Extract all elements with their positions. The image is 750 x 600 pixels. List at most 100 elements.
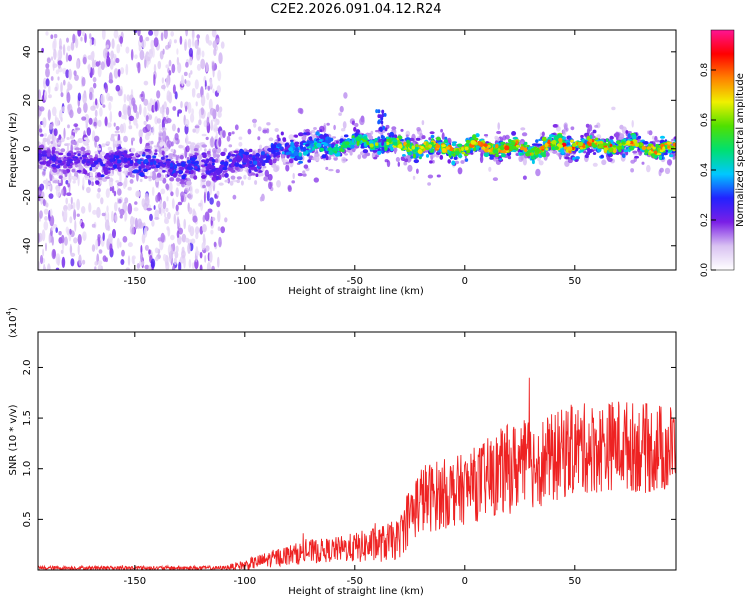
spectrogram-noise-cell — [46, 57, 51, 64]
spectrogram-noise-cell — [215, 131, 218, 140]
spectrogram-ridge-cell — [323, 143, 328, 146]
spectrogram-halo-cell — [395, 157, 400, 162]
spectrogram-halo-cell — [135, 190, 141, 198]
spectrogram-halo-cell — [335, 169, 340, 174]
spectrogram-ridge-cell — [644, 152, 648, 155]
spectrogram-ridge-cell — [162, 169, 166, 173]
spectrogram-noise-cell — [109, 57, 114, 70]
spectrogram-halo-cell — [338, 112, 342, 116]
spectrogram-noise-cell — [153, 205, 156, 210]
spectrogram-halo-cell — [266, 122, 271, 126]
spectrogram-noise-cell — [107, 146, 113, 151]
spectrogram-ridge-cell — [85, 152, 91, 156]
spectrogram-ridge-cell — [279, 146, 283, 150]
spectrogram-noise-cell — [201, 50, 205, 58]
spectrogram-ridge-cell — [328, 143, 332, 148]
spectrogram-ridge-cell — [402, 154, 406, 157]
spectrogram-x-tick-label: -100 — [233, 276, 256, 287]
spectrogram-ridge-cell — [41, 156, 47, 162]
spectrogram-halo-cell — [198, 202, 202, 207]
spectrogram-halo-cell — [570, 126, 575, 131]
spectrogram-noise-cell — [176, 48, 179, 55]
spectrogram-noise-cell — [171, 123, 176, 132]
spectrogram-ridge-cell — [236, 179, 240, 184]
spectrogram-noise-cell — [127, 105, 131, 117]
spectrogram-ridge-cell — [175, 170, 179, 174]
spectrogram-noise-cell — [145, 36, 150, 42]
spectrogram-noise-cell — [108, 101, 112, 111]
spectrogram-halo-cell — [143, 120, 147, 125]
spectrogram-noise-cell — [137, 30, 141, 37]
spectrogram-noise-cell — [154, 101, 158, 112]
spectrogram-halo-cell — [216, 200, 221, 208]
spectrogram-ridge-cell — [357, 134, 363, 138]
spectrogram-ridge-cell — [313, 156, 317, 161]
spectrogram-halo-cell — [73, 123, 79, 128]
spectrogram-halo-cell — [436, 174, 441, 178]
spectrogram-ridge-cell — [657, 148, 661, 153]
spectrogram-ridge-cell — [515, 144, 520, 148]
spectrogram-ridge-cell — [319, 139, 323, 142]
spectrogram-noise-cell — [184, 38, 188, 51]
spectrogram-ridge-cell — [605, 138, 609, 142]
spectrogram-noise-cell — [195, 246, 199, 257]
spectrogram-ridge-cell — [519, 152, 524, 156]
spectrogram-ridge-cell — [302, 151, 307, 156]
spectrogram-ridge-cell — [51, 163, 57, 168]
spectrogram-noise-cell — [188, 259, 192, 269]
spectrogram-ridge-cell — [116, 159, 122, 164]
spectrogram-ridge-cell — [64, 143, 69, 147]
spectrogram-noise-cell — [76, 198, 80, 211]
spectrogram-noise-cell — [131, 255, 136, 260]
spectrogram-ridge-cell — [249, 164, 255, 168]
spectrogram-noise-cell — [130, 216, 134, 227]
spectrogram-ridge-cell — [600, 154, 604, 158]
spectrogram-ridge-cell — [362, 139, 366, 142]
spectrogram-y-tick-label: 40 — [22, 45, 33, 58]
spectrogram-ridge-cell — [325, 140, 332, 144]
spectrogram-ridge-cell — [253, 160, 258, 165]
spectrogram-ridge-cell — [187, 159, 191, 164]
spectrogram-noise-cell — [119, 172, 122, 185]
spectrogram-halo-cell — [522, 175, 527, 180]
spectrogram-ridge-cell — [525, 152, 531, 157]
spectrogram-ridge-cell — [98, 154, 103, 159]
spectrogram-ridge-cell — [666, 141, 673, 145]
spectrogram-ridge-cell — [83, 141, 88, 146]
spectrogram-noise-cell — [194, 39, 199, 49]
spectrogram-ridge-cell — [302, 146, 307, 152]
spectrogram-ridge-cell — [465, 142, 470, 147]
spectrogram-ridge-cell — [612, 145, 617, 148]
spectrogram-noise-cell — [196, 63, 202, 71]
spectrogram-halo-cell — [117, 181, 123, 187]
spectrogram-ridge-cell — [149, 159, 155, 163]
spectrogram-noise-cell — [194, 258, 199, 270]
spectrogram-halo-cell — [109, 186, 113, 192]
spectrogram-halo-cell — [119, 208, 125, 216]
spectrogram-ridge-cell — [351, 137, 355, 143]
spectrogram-noise-cell — [160, 188, 166, 195]
spectrogram-ridge-cell — [305, 131, 311, 136]
spectrogram-halo-cell — [257, 126, 262, 132]
spectrogram-ridge-cell — [103, 168, 108, 174]
spectrogram-noise-cell — [97, 234, 101, 240]
spectrogram-halo-cell — [339, 105, 344, 113]
spectrogram-noise-cell — [188, 47, 193, 58]
spectrogram-ridge-cell — [443, 139, 449, 144]
spectrogram-ridge-cell — [266, 155, 271, 160]
spectrogram-noise-cell — [211, 30, 217, 38]
spectrogram-noise-cell — [152, 125, 155, 136]
snr-x-axis: -150 -100 -50 0 50 — [123, 332, 581, 587]
spectrogram-ridge-cell — [58, 152, 64, 156]
spectrogram-halo-cell — [421, 120, 425, 126]
spectrogram-noise-cell — [93, 38, 97, 47]
spectrogram-ridge-cell — [113, 140, 118, 145]
spectrogram-ridge-cell — [662, 146, 666, 152]
spectrogram-noise-cell — [134, 217, 138, 230]
spectrogram-ridge-cell — [72, 180, 76, 184]
spectrogram-ridge-cell — [73, 152, 77, 155]
spectrogram-ridge-cell — [365, 152, 371, 157]
spectrogram-ridge-cell — [77, 153, 81, 157]
spectrogram-ridge-cell — [481, 147, 486, 150]
spectrogram-halo-cell — [222, 130, 226, 139]
